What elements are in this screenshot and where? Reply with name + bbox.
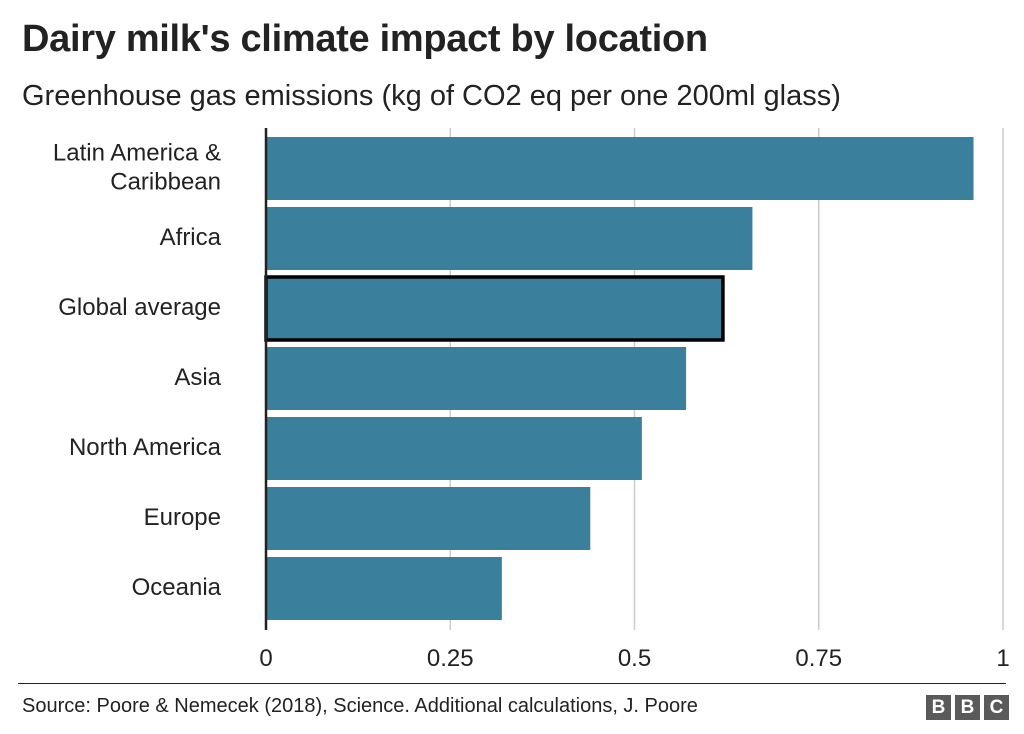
x-tick-label: 0.25: [427, 645, 474, 672]
x-tick-label: 0.5: [618, 645, 651, 672]
bar: [266, 347, 687, 410]
x-tick-label: 1: [996, 645, 1009, 672]
bbc-logo-letter: B: [955, 695, 980, 720]
category-label: Europe: [144, 504, 221, 531]
category-label: Global average: [58, 294, 221, 321]
x-tick-label: 0: [259, 645, 272, 672]
chart-title: Dairy milk's climate impact by location: [22, 18, 708, 60]
bar-highlighted: [264, 275, 725, 342]
source-note: Source: Poore & Nemecek (2018), Science.…: [22, 695, 698, 717]
bar: [266, 207, 753, 270]
category-label: Oceania: [132, 574, 222, 601]
bar: [266, 487, 591, 550]
footer-divider: [18, 683, 1006, 684]
category-label: Africa: [160, 224, 222, 251]
chart-subtitle: Greenhouse gas emissions (kg of CO2 eq p…: [22, 80, 841, 112]
bbc-logo-letter: C: [984, 695, 1009, 720]
category-label: Asia: [174, 364, 221, 391]
bbc-logo-letter: B: [926, 695, 951, 720]
bar-chart: Latin America &Caribbean Africa Global ave…: [53, 128, 1010, 672]
category-label: Caribbean: [110, 168, 221, 195]
bar: [266, 557, 502, 620]
bbc-logo: B B C: [926, 695, 1009, 720]
category-label: Latin America &: [53, 139, 221, 166]
bar: [266, 417, 642, 480]
category-label: North America: [69, 434, 222, 461]
bar: [266, 137, 974, 200]
x-tick-label: 0.75: [795, 645, 842, 672]
